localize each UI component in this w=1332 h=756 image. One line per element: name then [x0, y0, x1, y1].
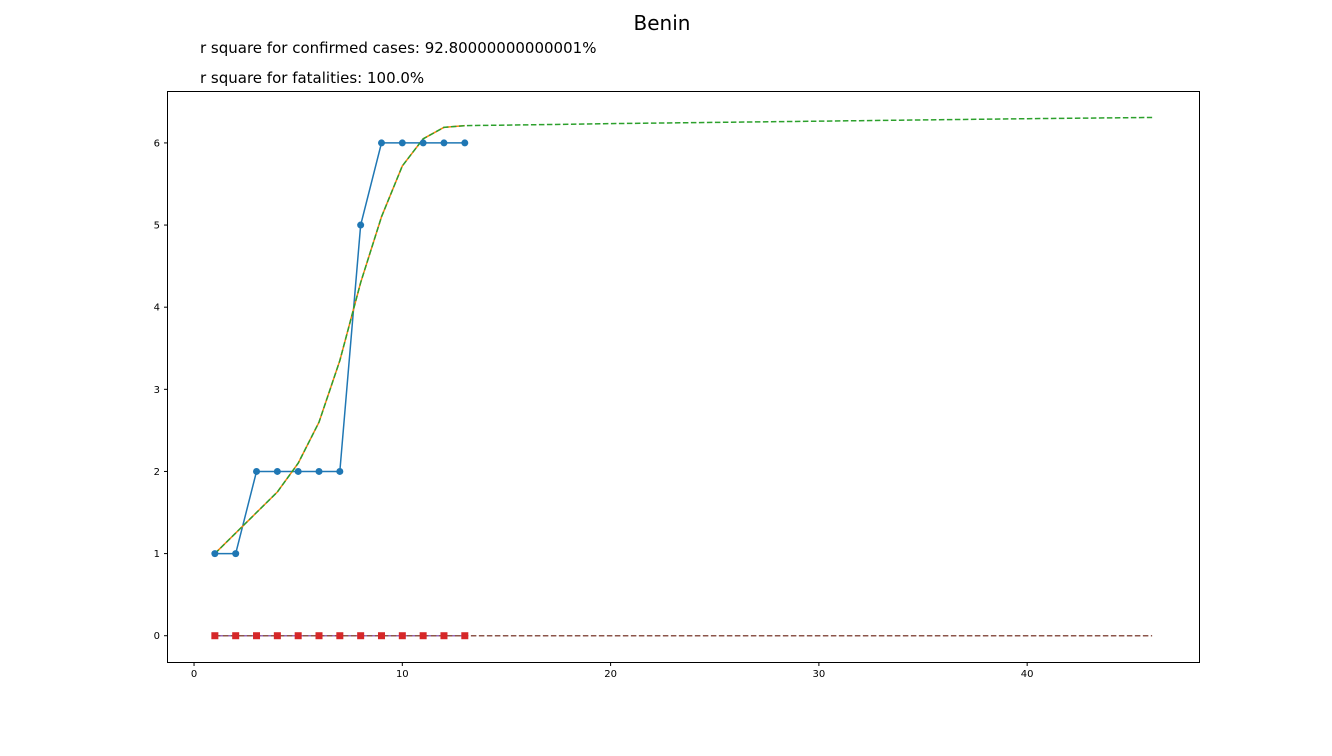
x-tick-label: 30 — [813, 669, 826, 680]
chart-title: Benin — [634, 11, 691, 35]
series-3-point — [294, 632, 302, 640]
series-3-point — [377, 632, 385, 640]
x-tick-label: 0 — [191, 669, 197, 680]
plot-frame — [167, 91, 1200, 663]
series-3-point — [357, 632, 365, 640]
series-0-point — [377, 139, 385, 147]
series-3-point — [336, 632, 344, 640]
series-0-point — [253, 467, 261, 475]
y-tick-label: 1 — [154, 549, 160, 560]
y-tick-label: 5 — [154, 221, 160, 232]
series-3-point — [461, 632, 469, 640]
series-0-point — [315, 467, 323, 475]
series-0-point — [336, 467, 344, 475]
x-tick-label: 20 — [604, 669, 617, 680]
y-tick-label: 3 — [154, 385, 160, 396]
series-0-point — [232, 550, 240, 558]
series-3-point — [440, 632, 448, 640]
series-0-point — [398, 139, 406, 147]
series-0-point — [357, 221, 365, 229]
series-0-point — [273, 467, 281, 475]
series-0-point — [461, 139, 469, 147]
x-tick-label: 10 — [396, 669, 409, 680]
x-tick-label: 40 — [1021, 669, 1034, 680]
series-0-point — [440, 139, 448, 147]
series-3-point — [398, 632, 406, 640]
y-tick-label: 4 — [154, 303, 160, 314]
y-axis: 0 1 2 3 4 5 6 — [154, 138, 168, 642]
y-tick-label: 0 — [154, 631, 160, 642]
series-3-point — [315, 632, 323, 640]
series-0-point — [419, 139, 427, 147]
series-0-point — [211, 550, 219, 558]
series-3-point — [253, 632, 261, 640]
y-tick-label: 6 — [154, 138, 160, 149]
series-3-point — [211, 632, 219, 640]
series-0-line — [214, 142, 465, 555]
series-3-point — [419, 632, 427, 640]
y-tick-label: 2 — [154, 467, 160, 478]
series-3-point — [273, 632, 281, 640]
r-square-fatalities-annotation: r square for fatalities: 100.0% — [200, 69, 424, 87]
series-0-point — [294, 467, 302, 475]
plot-area — [211, 116, 1153, 640]
series-2-line — [214, 116, 1153, 555]
r-square-confirmed-annotation: r square for confirmed cases: 92.8000000… — [200, 39, 596, 57]
series-3-point — [232, 632, 240, 640]
x-axis: 0 10 20 30 40 — [191, 662, 1034, 680]
